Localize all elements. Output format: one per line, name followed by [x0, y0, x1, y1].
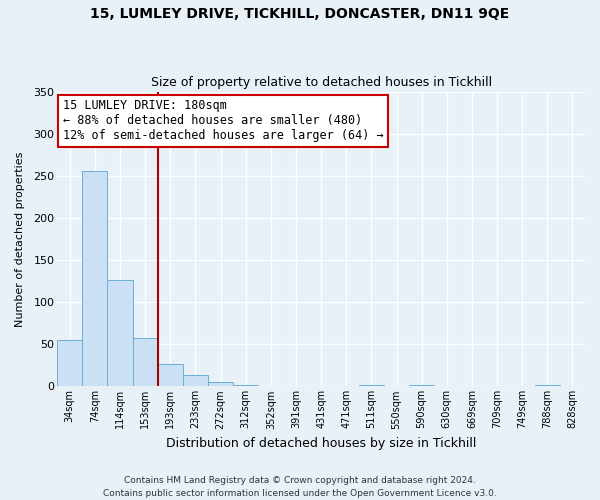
Text: 15 LUMLEY DRIVE: 180sqm
← 88% of detached houses are smaller (480)
12% of semi-d: 15 LUMLEY DRIVE: 180sqm ← 88% of detache… — [62, 100, 383, 142]
X-axis label: Distribution of detached houses by size in Tickhill: Distribution of detached houses by size … — [166, 437, 476, 450]
Bar — [208, 382, 233, 386]
Bar — [183, 376, 208, 386]
Text: Contains HM Land Registry data © Crown copyright and database right 2024.
Contai: Contains HM Land Registry data © Crown c… — [103, 476, 497, 498]
Bar — [57, 340, 82, 386]
Bar — [409, 384, 434, 386]
Bar — [133, 338, 158, 386]
Title: Size of property relative to detached houses in Tickhill: Size of property relative to detached ho… — [151, 76, 491, 90]
Bar — [535, 384, 560, 386]
Y-axis label: Number of detached properties: Number of detached properties — [15, 152, 25, 327]
Bar — [107, 280, 133, 386]
Bar — [233, 384, 258, 386]
Bar — [82, 171, 107, 386]
Bar — [158, 364, 183, 386]
Bar — [359, 384, 384, 386]
Text: 15, LUMLEY DRIVE, TICKHILL, DONCASTER, DN11 9QE: 15, LUMLEY DRIVE, TICKHILL, DONCASTER, D… — [91, 8, 509, 22]
